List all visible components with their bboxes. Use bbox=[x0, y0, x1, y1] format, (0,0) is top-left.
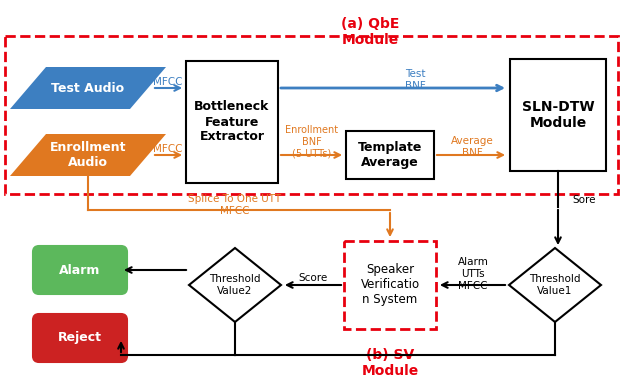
Text: MFCC: MFCC bbox=[153, 144, 183, 154]
Text: Threshold
Value2: Threshold Value2 bbox=[209, 274, 261, 296]
Text: Enrollment
Audio: Enrollment Audio bbox=[49, 141, 126, 169]
Text: Reject: Reject bbox=[58, 331, 102, 344]
Text: Test Audio: Test Audio bbox=[51, 81, 125, 94]
Bar bbox=[344, 241, 436, 329]
Text: Average
BNF: Average BNF bbox=[451, 136, 493, 158]
Text: Score: Score bbox=[299, 273, 327, 283]
Text: MFCC: MFCC bbox=[153, 77, 183, 87]
Text: Template
Average: Template Average bbox=[358, 141, 422, 169]
FancyBboxPatch shape bbox=[33, 314, 127, 362]
Text: Threshold
Value1: Threshold Value1 bbox=[529, 274, 581, 296]
Text: Speaker
Verificatio
n System: Speaker Verificatio n System bbox=[361, 263, 419, 306]
Text: Enrollment
BNF
(5 UTTs): Enrollment BNF (5 UTTs) bbox=[285, 126, 339, 159]
Text: Splice To One UTT
MFCC: Splice To One UTT MFCC bbox=[188, 194, 282, 216]
FancyBboxPatch shape bbox=[33, 246, 127, 294]
Polygon shape bbox=[509, 248, 601, 322]
Polygon shape bbox=[10, 134, 166, 176]
Bar bbox=[346, 131, 434, 179]
Text: Alarm: Alarm bbox=[59, 263, 101, 276]
Text: Sore: Sore bbox=[572, 195, 595, 205]
Text: (b) SV
Module: (b) SV Module bbox=[361, 348, 419, 378]
Text: SLN-DTW
Module: SLN-DTW Module bbox=[521, 100, 594, 130]
Text: (a) QbE
Module: (a) QbE Module bbox=[341, 17, 399, 47]
Bar bbox=[510, 59, 606, 171]
Bar bbox=[5, 36, 618, 194]
Text: Test
BNF: Test BNF bbox=[404, 69, 426, 91]
Polygon shape bbox=[189, 248, 281, 322]
Text: Bottleneck
Feature
Extractor: Bottleneck Feature Extractor bbox=[194, 101, 270, 144]
Text: Alarm
UTTs
MFCC: Alarm UTTs MFCC bbox=[458, 257, 488, 291]
Polygon shape bbox=[10, 67, 166, 109]
Bar bbox=[186, 61, 278, 183]
